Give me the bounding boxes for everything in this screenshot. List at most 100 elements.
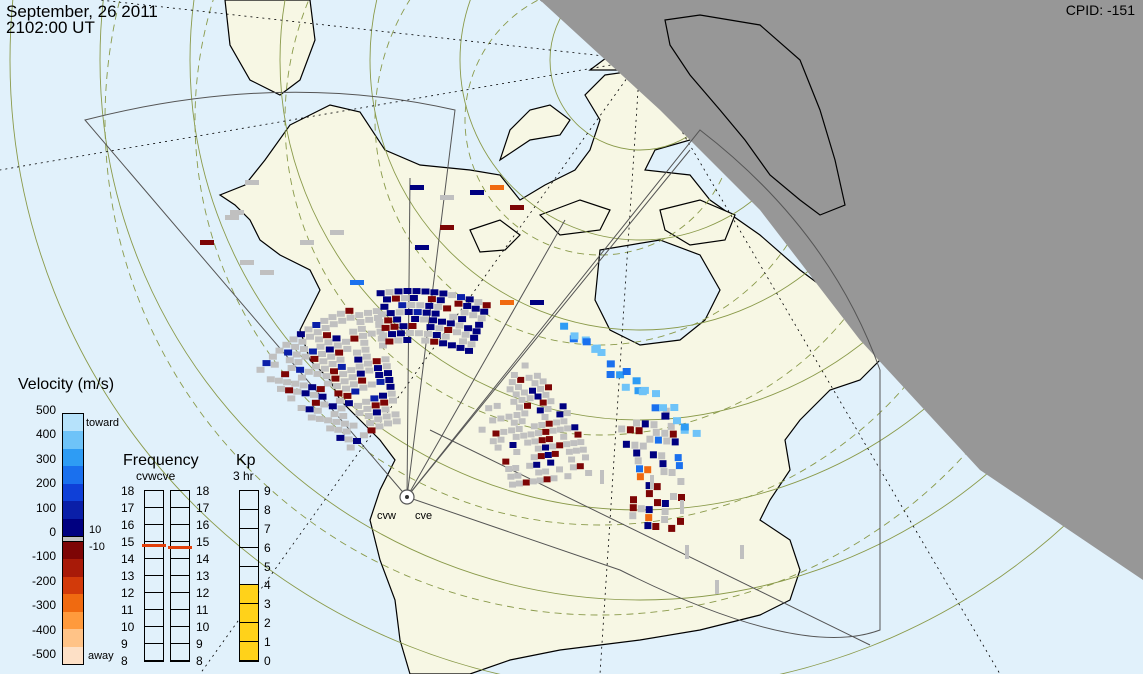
- velocity-cell: [376, 328, 385, 335]
- kp-tick-label: 6: [264, 540, 271, 555]
- velocity-cell: [525, 374, 533, 381]
- velocity-cell: [515, 480, 523, 487]
- velocity-cell: [245, 180, 259, 185]
- frequency-subtitle: cvwcve: [136, 469, 176, 483]
- velocity-cell: [308, 348, 317, 355]
- velocity-cell: [497, 415, 505, 422]
- velocity-cell: [446, 320, 455, 327]
- velocity-cell: [399, 323, 408, 330]
- radar-site-marker: [399, 489, 415, 505]
- velocity-cell: [674, 454, 682, 462]
- velocity-cell: [677, 517, 684, 525]
- velocity-cell: [374, 416, 383, 423]
- velocity-cell: [299, 382, 308, 389]
- velocity-cell: [521, 410, 529, 417]
- velocity-cell: [650, 421, 658, 429]
- velocity-cell: [626, 426, 634, 434]
- velocity-colorbar: [62, 413, 84, 665]
- velocity-cell: [407, 302, 416, 308]
- velocity-cell: [621, 383, 630, 391]
- velocity-cell: [536, 477, 544, 484]
- velocity-cell: [631, 441, 639, 449]
- velocity-cell: [340, 420, 349, 427]
- velocity-cell: [319, 358, 328, 365]
- velocity-cell: [391, 295, 400, 302]
- frequency-tick-right: 8: [196, 654, 203, 668]
- velocity-cell: [556, 426, 564, 433]
- velocity-tick-label: -100: [31, 549, 56, 564]
- velocity-cell: [391, 411, 400, 418]
- velocity-cell: [318, 351, 326, 357]
- away-label: away: [88, 650, 114, 662]
- velocity-cell: [531, 380, 539, 387]
- velocity-cell: [509, 442, 517, 448]
- velocity-color-segment: [63, 501, 83, 520]
- velocity-cell: [351, 388, 360, 395]
- velocity-cell: [633, 449, 641, 457]
- frequency-tick-left: 13: [121, 569, 135, 583]
- velocity-cell: [667, 422, 675, 430]
- velocity-cell: [370, 395, 379, 402]
- velocity-cell: [430, 338, 439, 345]
- velocity-cell: [556, 411, 564, 418]
- velocity-cell: [411, 316, 420, 322]
- velocity-tick-label: 500: [35, 403, 56, 417]
- velocity-cell: [509, 481, 516, 488]
- velocity-cell: [354, 356, 363, 363]
- velocity-cell: [570, 440, 578, 447]
- velocity-cell: [376, 290, 385, 297]
- velocity-cell: [384, 370, 392, 377]
- velocity-color-segment: [63, 559, 83, 578]
- velocity-cell: [535, 430, 542, 437]
- velocity-cell: [384, 317, 393, 324]
- velocity-cell: [670, 493, 677, 500]
- frequency-cell: [145, 559, 163, 576]
- velocity-cell: [629, 504, 637, 512]
- kp-tick-label: 3: [264, 597, 271, 612]
- velocity-cell: [389, 397, 397, 404]
- velocity-cell: [225, 215, 239, 220]
- velocity-cell: [622, 440, 630, 448]
- frequency-tick-left: 18: [121, 484, 135, 498]
- velocity-cell: [553, 419, 561, 426]
- velocity-color-segment: [63, 414, 83, 432]
- time-label: 2102:00 UT: [6, 18, 95, 37]
- velocity-cell: [549, 443, 557, 450]
- velocity-cell: [429, 317, 438, 324]
- velocity-cell: [530, 423, 538, 430]
- velocity-cell: [285, 357, 294, 364]
- velocity-cell: [359, 432, 368, 439]
- velocity-cell: [400, 295, 409, 302]
- velocity-cell: [635, 427, 643, 435]
- kp-cell: [240, 642, 258, 661]
- velocity-cell: [551, 450, 559, 457]
- velocity-cell: [526, 462, 534, 469]
- velocity-cell: [326, 425, 335, 432]
- velocity-cell: [282, 341, 291, 348]
- frequency-cell: [171, 525, 189, 542]
- velocity-cell: [671, 438, 679, 446]
- velocity-cell: [574, 431, 582, 438]
- velocity-cell: [310, 391, 318, 398]
- velocity-cell: [459, 338, 467, 345]
- velocity-cell: [678, 494, 685, 501]
- velocity-cell: [524, 439, 532, 446]
- velocity-cell: [564, 473, 572, 480]
- velocity-cell: [449, 313, 458, 320]
- velocity-cell: [343, 345, 352, 352]
- velocity-cell: [291, 343, 300, 350]
- velocity-cell: [360, 339, 369, 346]
- frequency-cell: [171, 491, 189, 508]
- velocity-cell: [396, 330, 405, 337]
- velocity-cell: [652, 523, 660, 530]
- frequency-tick-right: 9: [196, 637, 203, 651]
- velocity-cell: [421, 288, 430, 295]
- velocity-cell: [300, 240, 314, 245]
- velocity-cell: [527, 431, 535, 438]
- velocity-cell: [334, 426, 343, 433]
- frequency-cell: [145, 593, 163, 610]
- landmass: [218, 69, 881, 674]
- velocity-cell: [644, 466, 652, 474]
- velocity-cell: [403, 337, 412, 343]
- velocity-cell: [634, 457, 642, 465]
